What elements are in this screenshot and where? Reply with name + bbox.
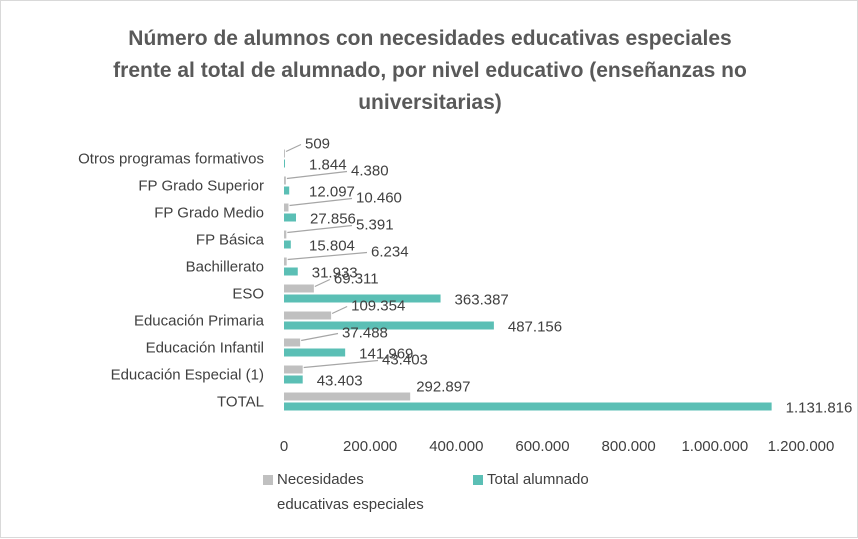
category-label-bachillerato: Bachillerato — [186, 259, 264, 276]
data-label-total-bachillerato: 31.933 — [312, 265, 358, 282]
category-label-educacion-especial-1: Educación Especial (1) — [111, 367, 264, 384]
category-label-total: TOTAL — [217, 394, 264, 411]
data-label-necesidades-educacion-infantil: 37.488 — [342, 325, 388, 342]
bar-necesidades-fp-grado-medio — [284, 203, 289, 212]
data-label-necesidades-educacion-primaria: 109.354 — [351, 298, 405, 315]
leader-line-necesidades-eso — [314, 278, 331, 288]
legend: Necesidades educativas especiales Total … — [263, 467, 589, 517]
bar-necesidades-educacion-infantil — [284, 338, 301, 347]
bar-total-educacion-primaria — [284, 321, 494, 330]
bar-necesidades-otros-programas-formativos — [284, 149, 285, 158]
chart-title-line-1: Número de alumnos con necesidades educat… — [128, 27, 732, 50]
bar-total-fp-grado-medio — [284, 213, 297, 222]
x-tick-label-4: 800.000 — [602, 438, 656, 455]
bar-total-eso — [284, 294, 441, 303]
category-label-educacion-primaria: Educación Primaria — [134, 313, 265, 330]
data-label-total-educacion-infantil: 141.969 — [359, 346, 413, 363]
data-label-necesidades-bachillerato: 6.234 — [371, 244, 409, 261]
x-tick-label-2: 400.000 — [429, 438, 483, 455]
x-tick-label-1: 200.000 — [343, 438, 397, 455]
category-label-eso: ESO — [232, 286, 264, 303]
bar-total-educacion-infantil — [284, 348, 346, 357]
legend-label-necesidades-line-2: educativas especiales — [277, 496, 424, 513]
bar-necesidades-total — [284, 392, 411, 401]
bar-total-educacion-especial-1 — [284, 375, 303, 384]
bar-necesidades-bachillerato — [284, 257, 287, 266]
category-label-fp-basica: FP Básica — [196, 232, 265, 249]
legend-swatch-total — [473, 475, 483, 485]
category-label-fp-grado-superior: FP Grado Superior — [138, 178, 264, 195]
bar-necesidades-fp-grado-superior — [284, 176, 286, 185]
legend-label-necesidades: Necesidades educativas especiales — [277, 467, 424, 517]
bar-necesidades-eso — [284, 284, 314, 293]
leader-line-necesidades-educacion-infantil — [301, 332, 339, 342]
bar-necesidades-fp-basica — [284, 230, 287, 239]
chart-title-line-3: universitarias) — [358, 91, 502, 114]
bar-necesidades-educacion-primaria — [284, 311, 332, 320]
legend-item-necesidades: Necesidades educativas especiales — [263, 467, 453, 517]
bar-total-otros-programas-formativos — [284, 159, 285, 168]
category-label-educacion-infantil: Educación Infantil — [146, 340, 264, 357]
data-label-necesidades-eso: 69.311 — [334, 271, 379, 288]
leader-line-necesidades-fp-grado-superior — [286, 170, 348, 180]
legend-item-total: Total alumnado — [473, 467, 589, 517]
data-label-total-fp-basica: 15.804 — [309, 238, 355, 255]
data-label-total-total: 1.131.816 — [786, 400, 853, 417]
x-tick-label-3: 600.000 — [515, 438, 569, 455]
data-label-necesidades-total: 292.897 — [416, 379, 470, 396]
leader-line-necesidades-otros-programas-formativos — [285, 143, 302, 153]
leader-line-necesidades-educacion-especial-1 — [303, 359, 379, 369]
bar-total-bachillerato — [284, 267, 298, 276]
data-label-necesidades-fp-basica: 5.391 — [356, 217, 394, 234]
x-tick-label-0: 0 — [280, 438, 288, 455]
data-label-necesidades-fp-grado-medio: 10.460 — [356, 190, 402, 207]
leader-line-necesidades-educacion-primaria — [331, 305, 348, 315]
chart-title-line-2: frente al total de alumnado, por nivel e… — [113, 59, 747, 82]
category-label-otros-programas-formativos: Otros programas formativos — [78, 151, 264, 168]
x-tick-label-5: 1.000.000 — [681, 438, 748, 455]
data-label-total-educacion-especial-1: 43.403 — [317, 373, 363, 390]
data-label-necesidades-otros-programas-formativos: 509 — [305, 136, 330, 153]
data-label-necesidades-fp-grado-superior: 4.380 — [351, 163, 389, 180]
data-label-total-otros-programas-formativos: 1.844 — [309, 157, 347, 174]
data-label-total-fp-grado-superior: 12.097 — [309, 184, 355, 201]
bar-total-fp-grado-superior — [284, 186, 290, 195]
data-label-total-fp-grado-medio: 27.856 — [310, 211, 356, 228]
leader-line-necesidades-bachillerato — [287, 251, 368, 261]
bar-total-total — [284, 402, 772, 411]
data-label-total-educacion-primaria: 487.156 — [508, 319, 562, 336]
leader-line-necesidades-fp-grado-medio — [289, 197, 353, 207]
legend-label-necesidades-line-1: Necesidades — [277, 471, 364, 488]
bar-necesidades-educacion-especial-1 — [284, 365, 303, 374]
legend-swatch-necesidades — [263, 475, 273, 485]
data-label-total-eso: 363.387 — [455, 292, 509, 309]
category-label-fp-grado-medio: FP Grado Medio — [154, 205, 264, 222]
legend-label-total: Total alumnado — [487, 471, 589, 488]
data-label-necesidades-educacion-especial-1: 43.403 — [382, 352, 428, 369]
bar-total-fp-basica — [284, 240, 291, 249]
leader-line-necesidades-fp-basica — [287, 224, 353, 234]
x-tick-label-6: 1.200.000 — [768, 438, 835, 455]
chart-title: Número de alumnos con necesidades educat… — [61, 23, 799, 119]
